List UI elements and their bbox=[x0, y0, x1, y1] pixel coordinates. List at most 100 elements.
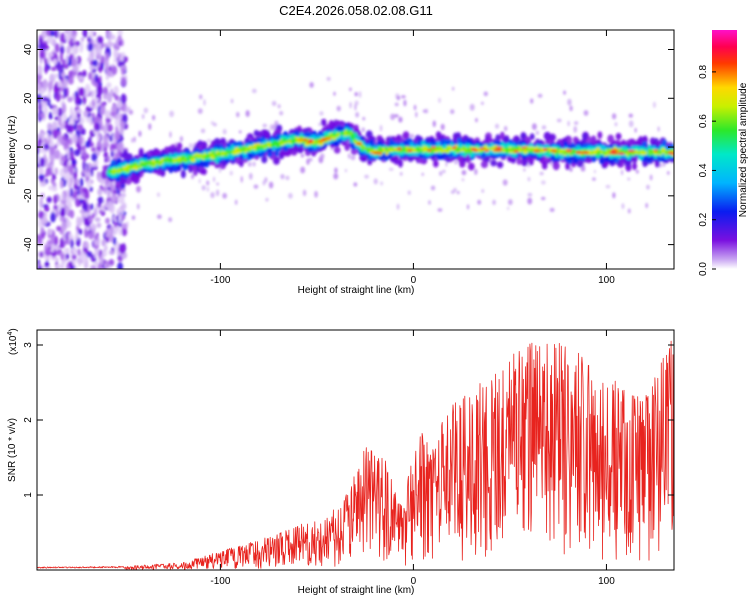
spectrogram-noise-blob bbox=[58, 115, 62, 127]
spectrogram-ridge-blob bbox=[437, 153, 444, 160]
spectrogram-ridge-blob bbox=[398, 159, 403, 168]
spectrogram-noise-blob bbox=[66, 176, 71, 188]
spectrogram-ridge-blob bbox=[122, 149, 128, 158]
spectrogram-noise-blob bbox=[70, 239, 74, 250]
spectrogram-faint-speck bbox=[627, 208, 631, 214]
spectrogram-noise-blob bbox=[43, 104, 48, 116]
spectrogram-faint-speck bbox=[628, 113, 633, 118]
spectrogram-noise-blob bbox=[84, 189, 90, 201]
spectrogram-faint-speck bbox=[248, 172, 253, 180]
spectrogram-noise-blob bbox=[112, 92, 116, 98]
spectrogram-noise-blob bbox=[47, 122, 53, 131]
spectrogram-noise-blob bbox=[89, 265, 95, 269]
spectrogram-noise-blob bbox=[39, 251, 44, 258]
spectrogram-noise-blob bbox=[116, 101, 123, 109]
spectrogram-noise-blob bbox=[50, 243, 55, 253]
spectrogram-ridge-blob bbox=[529, 133, 535, 141]
spectrogram-ridge-blob bbox=[295, 145, 303, 153]
spectrogram-noise-blob bbox=[70, 57, 77, 67]
spectrogram-noise-blob bbox=[103, 141, 110, 148]
spectrogram-faint-speck bbox=[319, 111, 324, 116]
spectrogram-noise-blob bbox=[78, 135, 84, 146]
spectrogram-noise-blob bbox=[39, 51, 44, 59]
spectrogram-noise-blob bbox=[52, 58, 58, 65]
spectrogram-noise-blob bbox=[105, 74, 109, 81]
spectrogram-faint-speck bbox=[526, 163, 531, 168]
spectrogram-faint-speck bbox=[611, 113, 617, 120]
spectrogram-ridge-blob bbox=[116, 157, 122, 164]
spectrogram-faint-speck bbox=[262, 123, 267, 128]
spectrogram-noise-blob bbox=[52, 106, 59, 116]
spectrogram-faint-speck bbox=[401, 95, 406, 99]
spectrogram-faint-speck bbox=[199, 94, 203, 100]
spectrogram-noise-blob bbox=[105, 177, 109, 185]
spectrogram-noise-blob bbox=[89, 203, 94, 211]
spectrogram-noise-blob bbox=[79, 87, 86, 97]
spectrogram-faint-speck bbox=[362, 117, 366, 121]
spectrogram-noise-blob bbox=[49, 146, 55, 156]
spectrogram-noise-blob bbox=[82, 70, 87, 77]
spectrogram-noise-blob bbox=[39, 149, 45, 154]
spectrogram-noise-blob bbox=[73, 171, 78, 180]
spectrogram-ridge-blob bbox=[597, 131, 603, 139]
spectrogram-noise-blob bbox=[38, 102, 42, 113]
spectrogram-noise-blob bbox=[79, 209, 85, 214]
spectrogram-noise-blob bbox=[112, 236, 117, 246]
spectrogram-faint-speck bbox=[319, 153, 325, 159]
spectrogram-noise-blob bbox=[71, 246, 78, 255]
spectrogram-noise-blob bbox=[119, 120, 125, 128]
spectrogram-noise-blob bbox=[108, 66, 112, 71]
spectrogram-ridge-blob bbox=[467, 162, 475, 171]
spectrogram-noise-blob bbox=[105, 229, 110, 235]
spectrogram-noise-blob bbox=[106, 155, 111, 163]
spectrogram-noise-blob bbox=[53, 73, 59, 79]
spectrogram-faint-speck bbox=[380, 181, 383, 186]
spectrogram-noise-blob bbox=[40, 231, 45, 240]
spectrogram-noise-blob bbox=[93, 247, 98, 259]
spectrogram-noise-blob bbox=[54, 167, 58, 176]
spectrogram-faint-speck bbox=[569, 105, 573, 112]
spectrogram-faint-speck bbox=[285, 175, 290, 181]
spectrogram-faint-speck bbox=[535, 130, 539, 135]
spectrogram-noise-blob bbox=[76, 194, 84, 200]
spectrogram-faint-speck bbox=[652, 101, 656, 109]
spectrogram-noise-blob bbox=[54, 144, 58, 150]
spectrogram-noise-blob bbox=[114, 130, 121, 142]
spectrogram-noise-blob bbox=[94, 235, 98, 241]
spectrogram-ridge-blob bbox=[490, 159, 497, 167]
spectrogram-ridge-blob bbox=[435, 131, 442, 139]
spectrogram-noise-blob bbox=[107, 40, 112, 48]
spectrogram-noise-blob bbox=[76, 178, 80, 186]
spectrogram-noise-blob bbox=[67, 96, 73, 103]
spectrogram-noise-blob bbox=[51, 186, 58, 192]
spectrogram-noise-blob bbox=[44, 206, 50, 212]
spectrogram-faint-speck bbox=[213, 176, 216, 183]
spectrogram-noise-blob bbox=[79, 177, 84, 187]
spectrogram-ridge-blob bbox=[110, 159, 117, 165]
spectrogram-noise-blob bbox=[40, 131, 45, 141]
spectrogram-faint-speck bbox=[450, 109, 455, 115]
spectrogram-noise-blob bbox=[75, 230, 79, 241]
spectrogram-noise-blob bbox=[69, 53, 74, 60]
spectrogram-noise-blob bbox=[114, 94, 119, 101]
spectrogram-noise-blob bbox=[108, 258, 115, 266]
spectrogram-faint-speck bbox=[450, 190, 455, 194]
spectrogram-noise-blob bbox=[69, 164, 74, 176]
spectrogram-faint-speck bbox=[541, 180, 546, 185]
spectrogram-ridge-blob bbox=[573, 158, 579, 164]
spectrogram-noise-blob bbox=[117, 262, 124, 269]
spectrogram-noise-blob bbox=[56, 263, 62, 269]
spectrogram-noise-blob bbox=[69, 150, 73, 157]
spectrogram-faint-speck bbox=[438, 97, 441, 103]
spectrogram-ridge-blob bbox=[340, 126, 345, 132]
spectrogram-noise-blob bbox=[40, 226, 45, 234]
spectrogram-faint-speck bbox=[445, 162, 448, 167]
spectrogram-noise-blob bbox=[93, 122, 98, 132]
spectrogram-noise-blob bbox=[51, 173, 57, 181]
spectrogram-faint-speck bbox=[253, 184, 259, 189]
spectrogram-faint-speck bbox=[203, 99, 206, 106]
spectrogram-noise-blob bbox=[103, 151, 109, 158]
spectrogram-noise-blob bbox=[95, 261, 99, 266]
spectrogram-noise-blob bbox=[61, 220, 68, 232]
spectrogram-ridge-blob bbox=[480, 160, 489, 169]
